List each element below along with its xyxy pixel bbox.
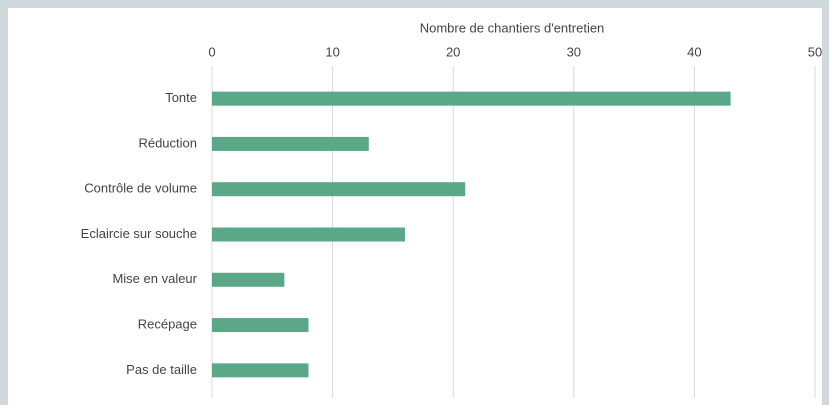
y-tick-label: Eclaircie sur souche <box>81 226 197 241</box>
bar <box>212 91 731 106</box>
y-tick-label: Tonte <box>165 90 197 105</box>
bar <box>212 182 466 197</box>
x-tick-label: 0 <box>208 44 215 59</box>
bar <box>212 272 285 287</box>
bar <box>212 136 369 151</box>
bar <box>212 363 309 378</box>
bar <box>212 318 309 333</box>
x-tick-label: 30 <box>567 44 581 59</box>
x-tick-label: 40 <box>687 44 701 59</box>
x-axis-label: Nombre de chantiers d'entretien <box>420 20 605 35</box>
x-tick-label: 10 <box>325 44 339 59</box>
y-tick-label: Réduction <box>138 135 197 150</box>
x-tick-label: 20 <box>446 44 460 59</box>
y-tick-label: Recépage <box>138 317 197 332</box>
x-tick-label: 50 <box>808 44 822 59</box>
y-tick-label: Contrôle de volume <box>84 181 197 196</box>
bar <box>212 227 405 242</box>
y-tick-label: Pas de taille <box>126 362 197 377</box>
plot-panel <box>8 8 822 405</box>
y-tick-label: Mise en valeur <box>112 271 197 286</box>
